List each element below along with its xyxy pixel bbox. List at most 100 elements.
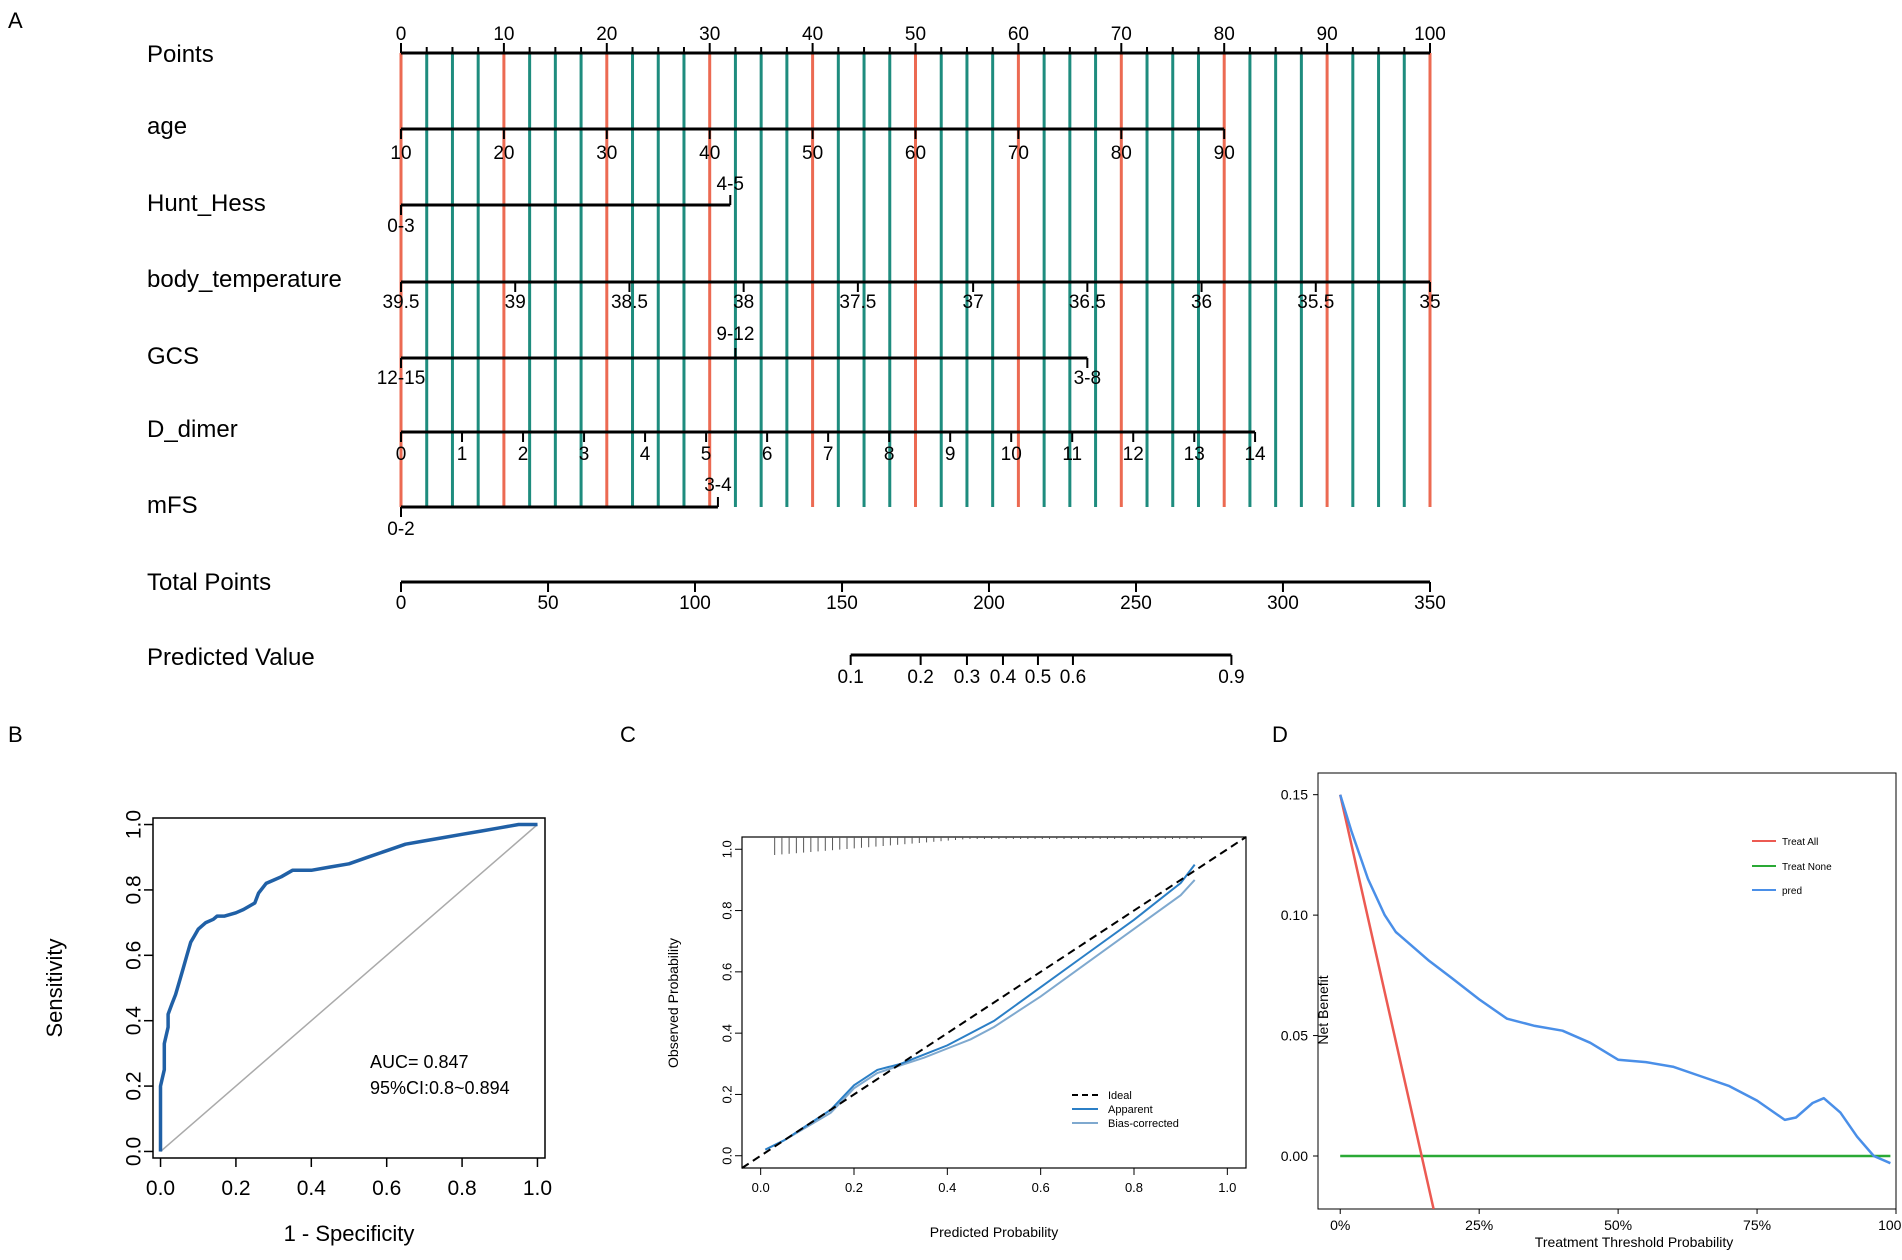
- points-tick-label: 80: [1214, 24, 1235, 45]
- y-tick-label: 0.10: [1281, 907, 1308, 923]
- decision-curve-panel: 0% 25% 50% 75% 100% 0.00 0.05 0.10 0.15 Treatment…: [1281, 772, 1902, 1250]
- axis-tick-label: 1: [457, 444, 468, 465]
- axis-tick-label: 12: [1123, 444, 1144, 465]
- x-tick-label: 0%: [1330, 1217, 1350, 1233]
- axis-tick-label: 200: [973, 593, 1005, 614]
- roc-curve: [158, 822, 538, 1152]
- y-tick-label: 0.2: [719, 1085, 734, 1103]
- panel-label-a: A: [8, 8, 23, 33]
- x-tick-label: 0.4: [938, 1180, 956, 1195]
- plot-area: [1338, 794, 1891, 1209]
- x-tick-label: 0.2: [845, 1180, 863, 1195]
- axis-tick-label: 20: [493, 143, 514, 164]
- calibration-panel: 0.0 0.2 0.4 0.6 0.8 1.0 0.0 0.2 0.4 0.6 0.8 1.0 Pred…: [665, 836, 1247, 1240]
- axis-tick-label: 50: [802, 143, 823, 164]
- x-axis-label: 1 - Specificity: [284, 1221, 415, 1246]
- row-label-total-points: Total Points: [147, 569, 271, 596]
- predicted-tick-label: 0.2: [907, 667, 933, 688]
- y-tick-label: 0.05: [1281, 1028, 1308, 1044]
- axis-tick-label: 50: [537, 593, 558, 614]
- predicted-tick-label: 0.1: [837, 667, 863, 688]
- axis-tick-label: 0-3: [387, 216, 414, 237]
- row-label-predicted-value: Predicted Value: [147, 644, 315, 671]
- legend-label: Treat None: [1782, 862, 1832, 873]
- x-tick-label: 0.0: [752, 1180, 770, 1195]
- legend-label: Bias-corrected: [1108, 1118, 1179, 1130]
- plot-frame: [1317, 772, 1897, 1210]
- x-tick-label: 0.6: [1032, 1180, 1050, 1195]
- y-tick-label: 0.8: [719, 902, 734, 920]
- axis-tick-label: 8: [884, 444, 895, 465]
- bias-corrected-curve: [764, 879, 1196, 1151]
- nomogram-panel: Points age Hunt_Hess body_temperature GCS D_d…: [147, 24, 1446, 688]
- x-tick-label: 1.0: [1218, 1180, 1236, 1195]
- y-tick-label: 0.4: [719, 1024, 734, 1042]
- x-axis-label: Predicted Probability: [930, 1224, 1058, 1240]
- x-tick-label: 25%: [1465, 1217, 1493, 1233]
- x-tick-label: 75%: [1743, 1217, 1771, 1233]
- axis-tick-label: 250: [1120, 593, 1152, 614]
- x-tick-label: 0.4: [297, 1177, 327, 1200]
- legend-label: Ideal: [1108, 1090, 1132, 1102]
- axis-tick-label: 150: [826, 593, 858, 614]
- axis-tick-label: 300: [1267, 593, 1299, 614]
- x-tick-label: 0.6: [372, 1177, 401, 1200]
- row-label-mfs: mFS: [147, 492, 198, 519]
- row-label-hunt-hess: Hunt_Hess: [147, 190, 266, 217]
- axis-tick-label: 14: [1244, 444, 1266, 465]
- axis-tick-label: 11: [1062, 444, 1082, 465]
- axis-tick-label: 35.5: [1297, 292, 1334, 313]
- row-label-gcs: GCS: [147, 343, 199, 370]
- axis-tick-label: 38.5: [611, 292, 648, 313]
- predicted-tick-label: 0.4: [990, 667, 1017, 688]
- axis-tick-label: 36.5: [1069, 292, 1106, 313]
- y-axis-label: Observed Probability: [665, 938, 681, 1068]
- axis-tick-label: 0-2: [387, 519, 414, 540]
- row-label-points: Points: [147, 41, 214, 68]
- points-tick-label: 70: [1111, 24, 1132, 45]
- axis-tick-label: 30: [596, 143, 617, 164]
- x-tick-label: 0.2: [221, 1177, 250, 1200]
- axis-tick-label: 13: [1184, 444, 1205, 465]
- plot-frame: [741, 836, 1247, 1169]
- x-tick-label: 0.0: [146, 1177, 175, 1200]
- y-tick-label: 0.0: [719, 1147, 734, 1165]
- auc-annotation: AUC= 0.847: [370, 1052, 469, 1072]
- pred-curve: [1339, 794, 1891, 1165]
- axis-tick-label: 350: [1414, 593, 1446, 614]
- ci-annotation: 95%CI:0.8~0.894: [370, 1078, 510, 1098]
- y-tick-label: 0.00: [1281, 1148, 1308, 1164]
- axis-tick-label: 39.5: [383, 292, 420, 313]
- y-tick-label: 0.8: [123, 875, 146, 904]
- predicted-tick-label: 0.6: [1060, 667, 1086, 688]
- axis-tick-label: 37: [963, 292, 984, 313]
- axis-tick-label: 10: [390, 143, 411, 164]
- roc-panel: 0.0 0.2 0.4 0.6 0.8 1.0 0.0 0.2 0.4 0.6 0.8 1.0 1 - …: [42, 810, 552, 1246]
- points-tick-label: 10: [493, 24, 514, 45]
- axis-tick-label: 100: [679, 593, 711, 614]
- panel-label-b: B: [8, 722, 23, 747]
- axis-tick-label: 6: [762, 444, 773, 465]
- treat-all-line: [1338, 794, 1435, 1209]
- axis-tick-label: 80: [1111, 143, 1132, 164]
- points-tick-label: 50: [905, 24, 926, 45]
- axis-tick-label: 3-4: [704, 475, 732, 496]
- panel-label-c: C: [620, 722, 636, 747]
- ideal-line: [741, 836, 1247, 1169]
- y-tick-label: 0.2: [123, 1071, 146, 1100]
- points-tick-label: 30: [699, 24, 720, 45]
- predicted-tick-label: 0.9: [1218, 667, 1244, 688]
- y-tick-label: 1.0: [719, 840, 734, 858]
- axis-tick-label: 35: [1419, 292, 1440, 313]
- axis-tick-label: 38: [733, 292, 754, 313]
- axis-tick-label: 40: [699, 143, 720, 164]
- axis-tick-label: 7: [823, 444, 834, 465]
- axis-tick-label: 36: [1191, 292, 1212, 313]
- axis-tick-label: 90: [1214, 143, 1235, 164]
- legend-label: Apparent: [1108, 1104, 1153, 1116]
- points-tick-label: 100: [1414, 24, 1446, 45]
- x-tick-label: 100%: [1878, 1217, 1902, 1233]
- axis-tick-label: 4: [640, 444, 651, 465]
- y-tick-label: 0.15: [1281, 787, 1308, 803]
